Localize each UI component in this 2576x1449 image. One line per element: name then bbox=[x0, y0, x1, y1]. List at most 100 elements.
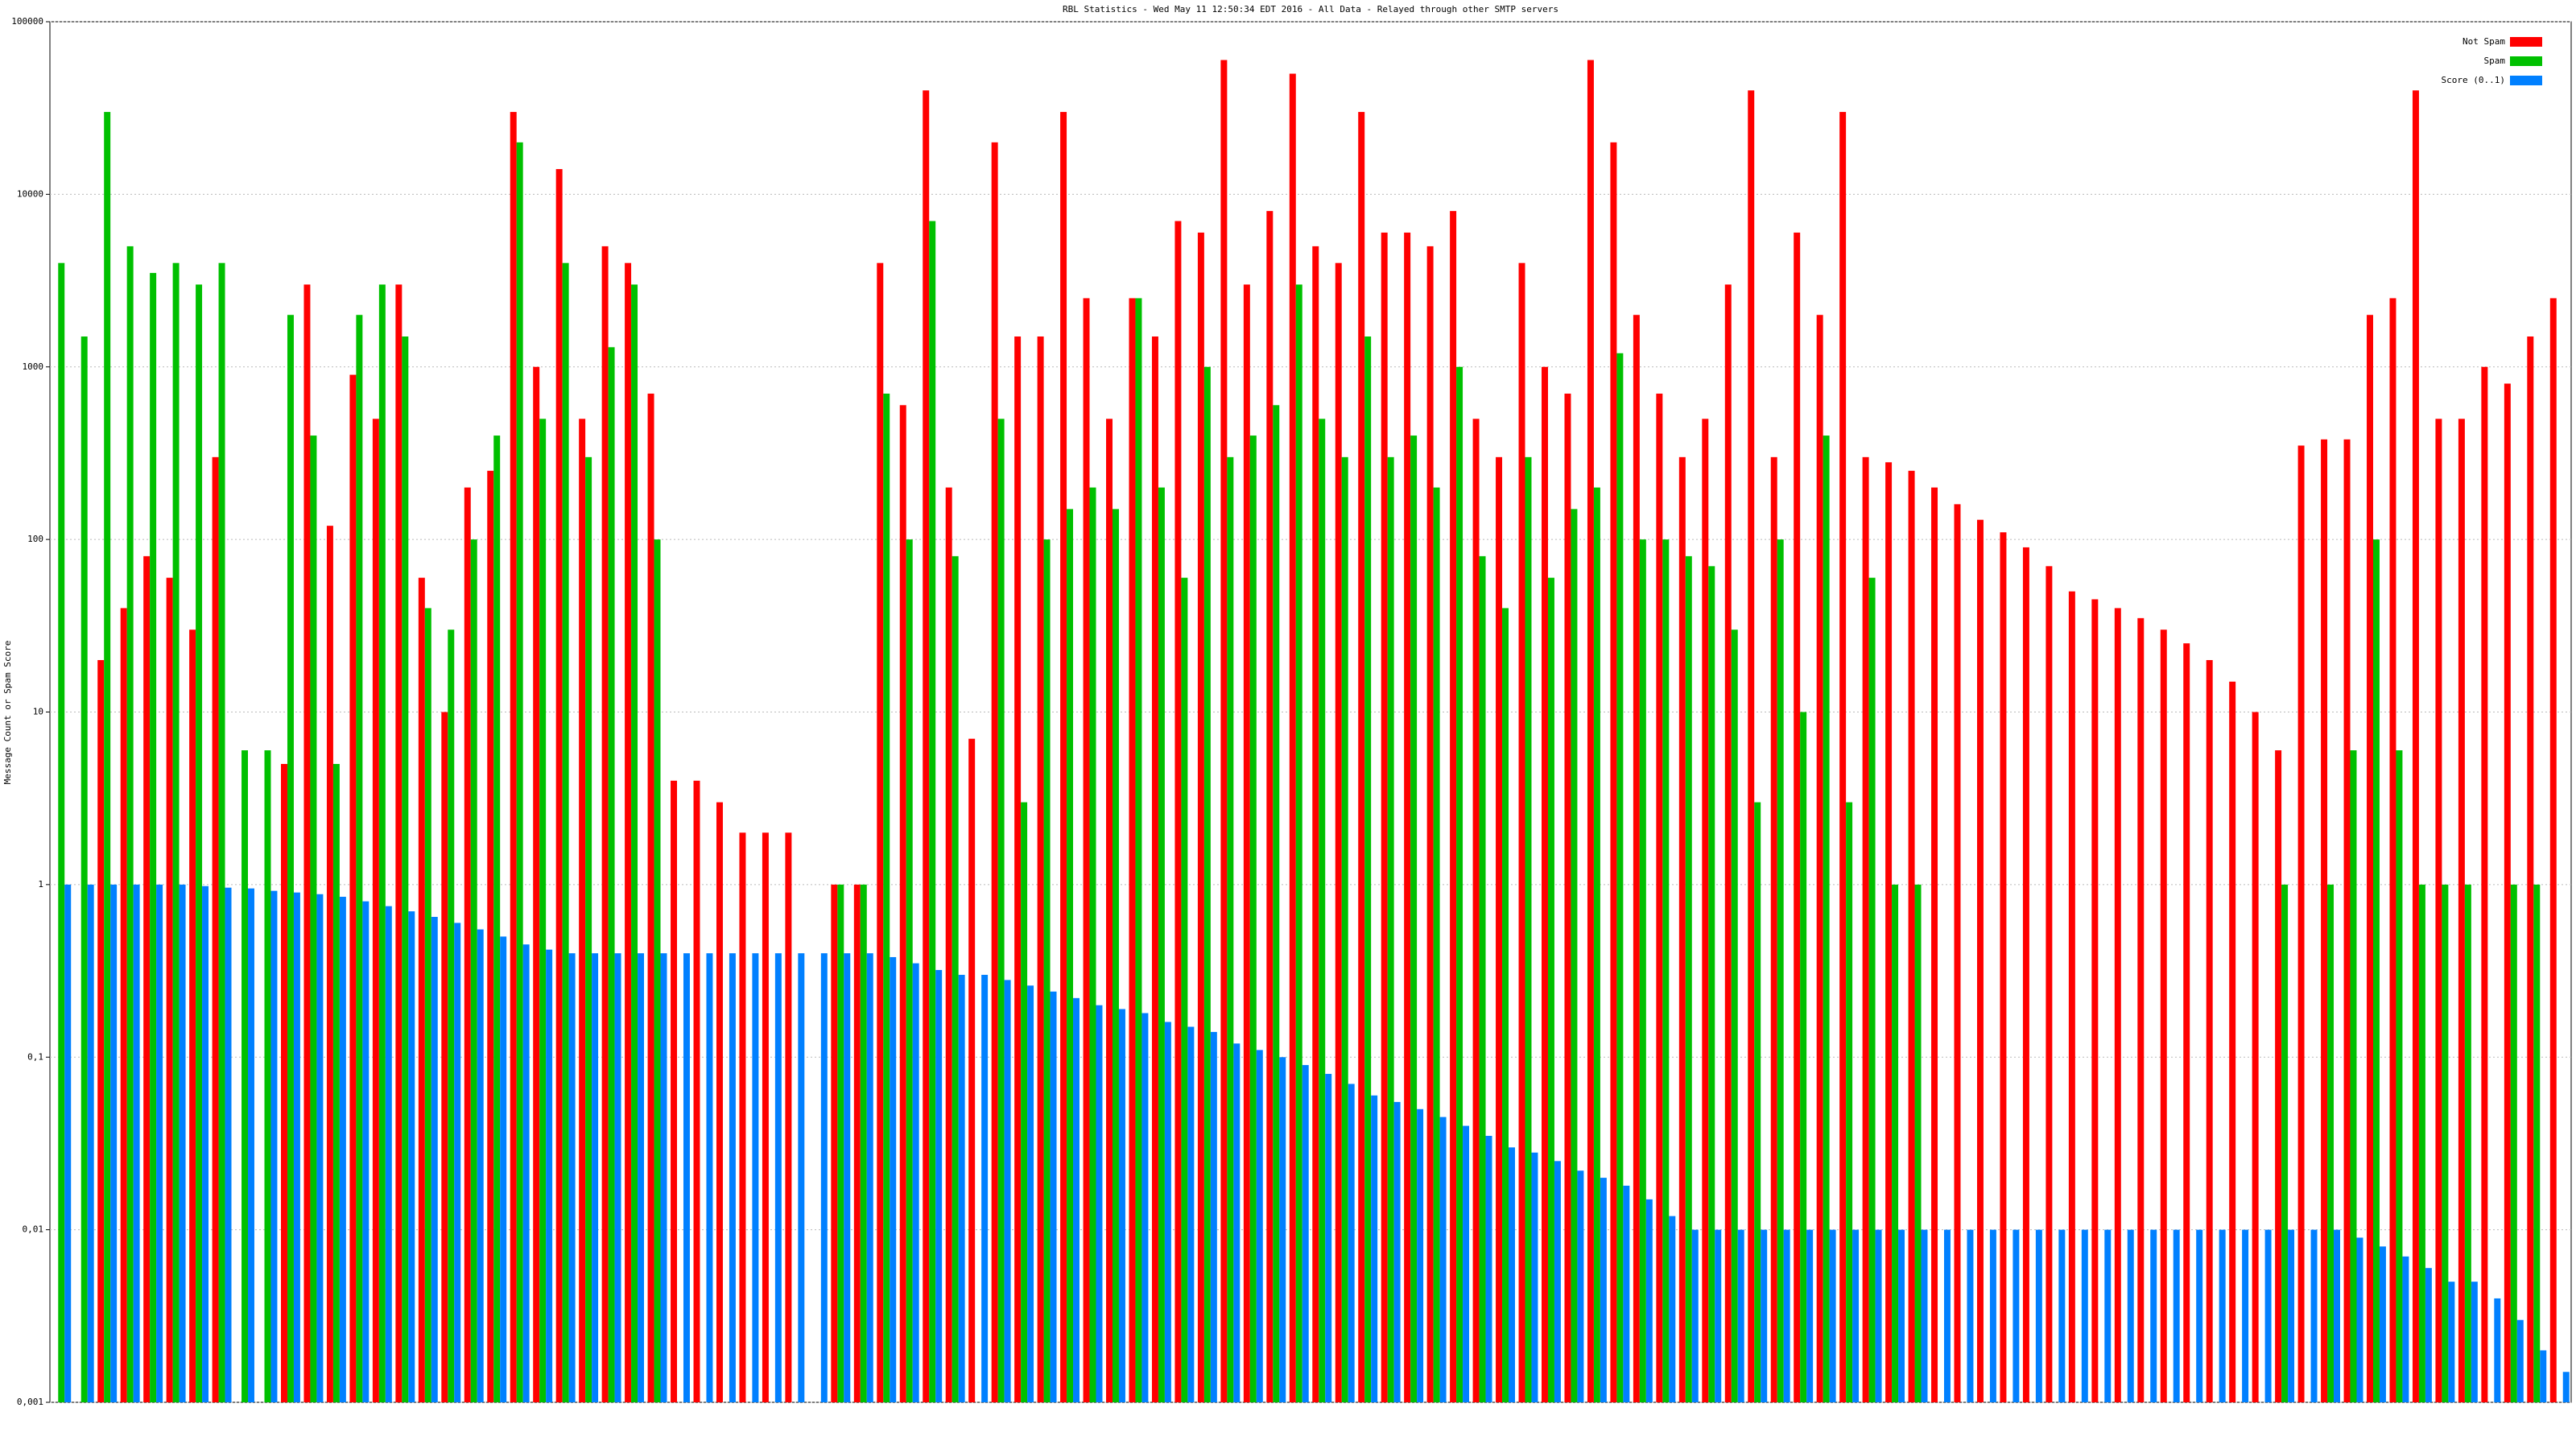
bar bbox=[752, 953, 759, 1402]
bar bbox=[2356, 1237, 2363, 1402]
bar bbox=[1816, 315, 1823, 1403]
bar bbox=[1885, 462, 1893, 1402]
bar bbox=[2504, 383, 2511, 1402]
bar bbox=[2334, 1229, 2340, 1402]
bar bbox=[2229, 681, 2236, 1402]
bar bbox=[2173, 1229, 2180, 1402]
bar bbox=[1554, 1161, 1561, 1402]
bar bbox=[80, 336, 88, 1402]
bar bbox=[1678, 456, 1686, 1403]
bar bbox=[625, 262, 632, 1403]
bar bbox=[1341, 456, 1348, 1403]
bar bbox=[774, 953, 782, 1402]
bar bbox=[798, 953, 805, 1402]
bar bbox=[2252, 712, 2259, 1402]
bar bbox=[1083, 298, 1090, 1402]
bar bbox=[1404, 232, 1411, 1402]
bar bbox=[2396, 750, 2403, 1402]
bar bbox=[441, 712, 448, 1402]
bar bbox=[533, 366, 540, 1402]
bar bbox=[958, 974, 965, 1402]
bar bbox=[104, 112, 111, 1402]
bar bbox=[1279, 1057, 1286, 1402]
bar bbox=[2160, 630, 2167, 1402]
bar bbox=[339, 897, 346, 1402]
bar bbox=[539, 419, 547, 1402]
bar bbox=[2448, 1282, 2455, 1402]
bar bbox=[1846, 802, 1853, 1402]
bar bbox=[1417, 1108, 1424, 1402]
bar bbox=[2516, 1319, 2524, 1402]
bar bbox=[110, 884, 118, 1402]
bar bbox=[912, 963, 919, 1402]
bar bbox=[601, 246, 609, 1402]
bar bbox=[945, 487, 952, 1402]
bar bbox=[2350, 750, 2357, 1402]
bar bbox=[1312, 246, 1319, 1402]
bar bbox=[1027, 985, 1034, 1402]
bar bbox=[1485, 1135, 1492, 1402]
bar bbox=[1600, 1178, 1607, 1402]
bar bbox=[362, 901, 369, 1402]
legend-swatch bbox=[2510, 56, 2542, 66]
bar bbox=[1472, 419, 1480, 1402]
bar bbox=[2114, 608, 2121, 1402]
bar bbox=[2412, 90, 2419, 1403]
bar bbox=[2242, 1229, 2249, 1402]
bar bbox=[402, 336, 409, 1402]
bar bbox=[1571, 509, 1578, 1402]
bar bbox=[270, 890, 278, 1402]
bar bbox=[1210, 1031, 1217, 1402]
bar bbox=[2275, 750, 2282, 1402]
bar bbox=[1892, 884, 1899, 1402]
bar bbox=[133, 884, 140, 1402]
bar bbox=[58, 262, 65, 1403]
bar bbox=[555, 169, 563, 1402]
bar bbox=[1616, 353, 1624, 1402]
bar bbox=[1364, 336, 1372, 1402]
bar bbox=[1118, 1009, 1125, 1402]
bar bbox=[1623, 1185, 1630, 1402]
bar bbox=[1531, 1152, 1538, 1402]
bar bbox=[2372, 539, 2380, 1402]
bar bbox=[1509, 1147, 1515, 1402]
bar bbox=[1633, 315, 1640, 1403]
bar bbox=[1348, 1084, 1355, 1402]
bar bbox=[693, 780, 700, 1402]
bar bbox=[1096, 1005, 1103, 1402]
bar bbox=[218, 262, 225, 1403]
bar bbox=[1325, 1074, 1332, 1402]
bar bbox=[1256, 1050, 1263, 1402]
bar bbox=[1426, 246, 1434, 1402]
bar bbox=[981, 974, 989, 1402]
bar bbox=[1669, 1216, 1676, 1402]
bar bbox=[1577, 1170, 1584, 1402]
bar bbox=[844, 953, 851, 1402]
bar bbox=[562, 262, 569, 1403]
bar bbox=[2013, 1229, 2020, 1402]
bar bbox=[1433, 487, 1440, 1402]
bar bbox=[2196, 1229, 2203, 1402]
bar bbox=[212, 456, 219, 1403]
bar bbox=[431, 916, 438, 1402]
y-axis-label: Message Count or Spam Score bbox=[2, 641, 13, 785]
bar bbox=[1656, 393, 1663, 1402]
bar bbox=[1839, 112, 1847, 1402]
bar bbox=[1197, 232, 1204, 1402]
bar bbox=[899, 405, 906, 1402]
bar bbox=[929, 221, 936, 1402]
bar bbox=[1715, 1229, 1722, 1402]
bar bbox=[2527, 336, 2534, 1402]
bar bbox=[1547, 577, 1554, 1402]
bar bbox=[1954, 504, 1961, 1403]
bar bbox=[2219, 1229, 2226, 1402]
bar bbox=[2389, 298, 2396, 1402]
bar bbox=[326, 526, 333, 1402]
bar bbox=[448, 630, 455, 1402]
bar bbox=[2297, 445, 2305, 1402]
bar bbox=[1783, 1229, 1790, 1402]
legend-label: Not Spam bbox=[2462, 36, 2505, 47]
bar bbox=[968, 738, 976, 1402]
